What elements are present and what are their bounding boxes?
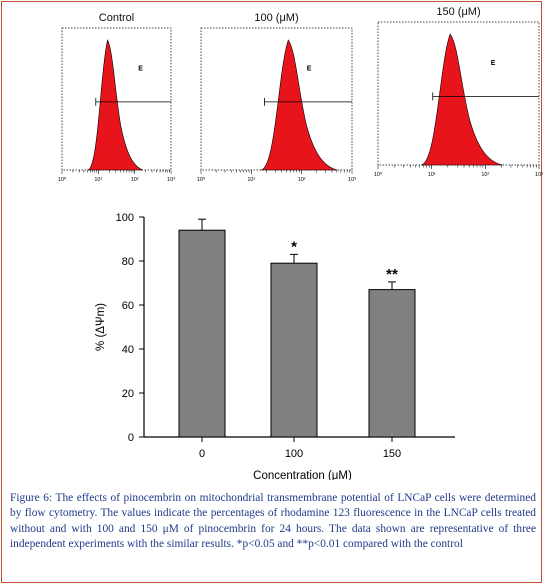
y-tick-label: 0 <box>128 432 134 444</box>
histogram-tick-label: 10¹ <box>94 177 102 183</box>
significance-marker: * <box>291 238 297 255</box>
histogram-tick-label: 10² <box>298 177 306 183</box>
histogram-frame <box>61 27 172 171</box>
significance-marker: ** <box>386 266 398 283</box>
histogram-frame <box>200 27 353 171</box>
histogram-tick-label: 10³ <box>535 172 543 178</box>
histogram-tick-label: 10⁰ <box>58 176 67 183</box>
histogram-tick-label: 10² <box>131 177 139 183</box>
bar-0 <box>178 229 226 438</box>
histogram-title: 100 (μM) <box>254 12 298 24</box>
y-tick-label: 20 <box>122 388 134 400</box>
histogram-peak <box>421 33 503 166</box>
y-tick-label: 100 <box>116 212 134 224</box>
histogram-tick-label: 10¹ <box>428 172 436 178</box>
histogram-peak <box>260 39 338 171</box>
histogram-peak <box>87 39 143 171</box>
histogram-panel-1: Control E 10⁰ 10¹ 10² 10³ <box>58 12 175 183</box>
caption-text: The effects of pinocembrin on mitochondr… <box>10 492 536 551</box>
caption-label: Figure 6: <box>10 492 53 504</box>
histogram-title: Control <box>99 12 134 24</box>
figure-caption: Figure 6: The effects of pinocembrin on … <box>10 491 536 553</box>
y-axis-label: % (ΔΨm) <box>95 303 107 351</box>
x-tick-label: 0 <box>199 448 205 460</box>
histogram-title: 150 (μM) <box>436 6 480 18</box>
histogram-tick-label: 10² <box>481 172 489 178</box>
bar-150 <box>368 289 416 438</box>
histogram-panel-2: 100 (μM) E 10⁰ 10¹ 10² 10³ <box>197 12 356 183</box>
histogram-tick-label: 10³ <box>348 177 356 183</box>
gate-label: E <box>138 66 143 73</box>
x-tick-label: 100 <box>285 448 303 460</box>
histogram-tick-label: 10⁰ <box>197 176 206 183</box>
histogram-tick-label: 10¹ <box>247 177 255 183</box>
y-tick-label: 80 <box>122 256 134 268</box>
histogram-tick-label: 10³ <box>167 177 175 183</box>
x-tick-label: 150 <box>383 448 401 460</box>
y-tick-label: 60 <box>122 300 134 312</box>
gate-label: E <box>307 66 312 73</box>
bar-chart: 0 20 40 60 80 100 0 * 100 ** 150 Concentration (μM)… <box>95 212 455 480</box>
histogram-tick-label: 10⁰ <box>374 171 383 178</box>
gate-label: E <box>491 60 496 67</box>
bar-100 <box>270 262 318 438</box>
x-axis-label: Concentration (μM) <box>253 470 352 480</box>
histogram-panel-3: 150 (μM) E 10⁰ 10¹ 10² 10³ <box>374 6 543 178</box>
y-tick-label: 40 <box>122 344 134 356</box>
